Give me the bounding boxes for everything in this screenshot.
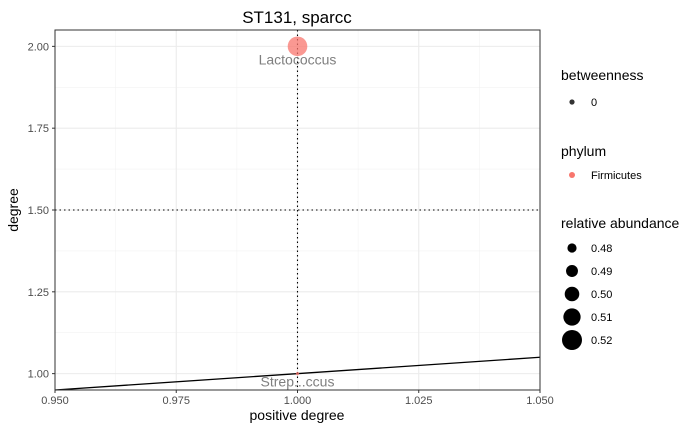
legend-relative-abundance-keys: 0.48 0.49 0.50 0.51 0.52	[562, 243, 612, 350]
legend-label-betweenness: 0	[591, 97, 597, 109]
y-axis-title: degree	[5, 188, 21, 232]
points	[287, 36, 308, 376]
legend-key-abundance	[566, 265, 578, 277]
legend-label-abundance: 0.52	[591, 335, 612, 347]
x-tick-label: 1.050	[526, 395, 554, 407]
legend-key-abundance	[567, 243, 577, 253]
x-tick-label: 1.000	[284, 395, 312, 407]
plot-area: Lactococcus Strep...ccus	[54, 29, 541, 391]
data-point	[287, 36, 308, 57]
data-point	[295, 372, 300, 376]
point-label: Lactococcus	[259, 51, 337, 67]
x-tick-label: 1.025	[405, 395, 433, 407]
legend-key-abundance	[562, 330, 582, 350]
legend-label-abundance: 0.49	[591, 266, 612, 278]
y-tick-label: 1.00	[28, 369, 49, 381]
axes: 0.950 0.975 1.000 1.025 1.050 1.00 1.25 1.50 1.7…	[28, 41, 554, 407]
legend-title-phylum: phylum	[561, 143, 606, 159]
legend-label-abundance: 0.48	[591, 243, 612, 255]
legend-label-abundance: 0.51	[591, 312, 612, 324]
point-labels: Lactococcus Strep...ccus	[259, 51, 337, 389]
legend-key-betweenness	[569, 99, 575, 105]
legend-key-phylum	[569, 172, 575, 178]
y-tick-label: 2.00	[28, 41, 49, 53]
chart-title: ST131, sparcc	[242, 8, 352, 27]
legend: betweenness 0 phylum Firmicutes relative…	[561, 67, 680, 350]
x-tick-label: 0.950	[41, 395, 69, 407]
legend-title-betweenness: betweenness	[561, 67, 644, 83]
legend-label-phylum: Firmicutes	[591, 170, 642, 182]
legend-key-abundance	[564, 286, 580, 302]
y-tick-label: 1.50	[28, 205, 49, 217]
x-axis-title: positive degree	[250, 407, 345, 423]
legend-title-relative-abundance: relative abundance	[561, 215, 680, 231]
legend-label-abundance: 0.50	[591, 289, 612, 301]
y-tick-label: 1.25	[28, 287, 49, 299]
y-tick-label: 1.75	[28, 123, 49, 135]
legend-key-abundance	[563, 308, 581, 326]
point-label: Strep...ccus	[261, 374, 335, 390]
x-tick-label: 0.975	[162, 395, 190, 407]
